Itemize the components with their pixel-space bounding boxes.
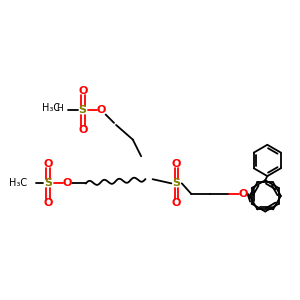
Text: H: H: [56, 104, 63, 113]
Text: O: O: [78, 125, 87, 135]
Text: S: S: [44, 178, 52, 188]
Text: O: O: [172, 159, 181, 169]
Text: O: O: [97, 105, 106, 116]
Text: O: O: [44, 198, 53, 208]
Text: S: S: [79, 105, 87, 116]
Text: S: S: [172, 178, 181, 188]
Text: O: O: [44, 159, 53, 169]
Text: H₃C: H₃C: [42, 103, 60, 113]
Text: O: O: [62, 178, 72, 188]
Text: H₃C: H₃C: [9, 178, 28, 188]
Text: O: O: [239, 189, 248, 199]
Text: O: O: [78, 85, 87, 96]
Text: O: O: [172, 198, 181, 208]
